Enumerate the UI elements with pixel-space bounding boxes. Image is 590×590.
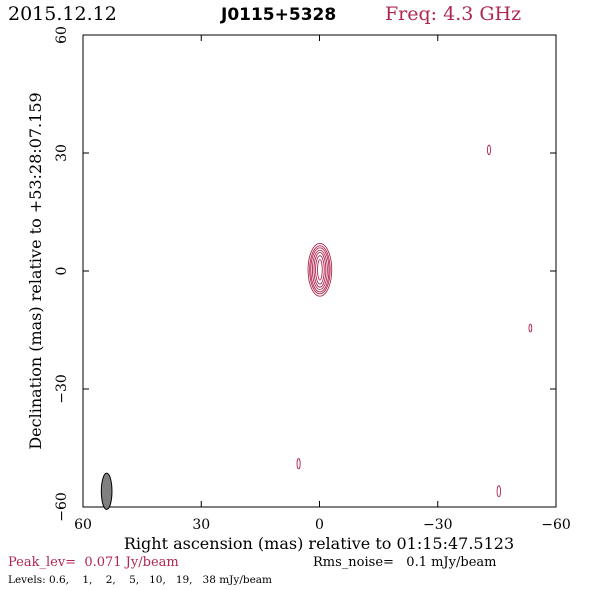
contour-levels: Levels: 0.6, 1, 2, 5, 10, 19, 38 mJy/bea…	[8, 574, 272, 586]
x-tick-label: −60	[541, 517, 571, 533]
frequency-label: Freq: 4.3 GHz	[385, 3, 521, 25]
contour-noise-4	[496, 485, 502, 498]
x-axis-label: Right ascension (mas) relative to 01:15:…	[124, 534, 514, 553]
contour-core	[315, 255, 325, 285]
y-tick-labels: 60 30 0 −30 −60	[54, 26, 70, 522]
peak-level: Peak_lev= 0.071 Jy/beam	[8, 555, 179, 570]
contour-core	[310, 247, 330, 293]
source-name: J0115+5328	[220, 5, 336, 25]
y-tick-label: 30	[54, 144, 70, 162]
contour-noise-3	[296, 458, 301, 470]
contour-core	[307, 243, 333, 297]
y-tick-label: −30	[54, 374, 70, 404]
x-tick-label: 30	[192, 517, 210, 533]
x-tick-label: 60	[74, 517, 92, 533]
beam-ellipse	[100, 472, 113, 510]
contour-core	[311, 249, 328, 290]
contour-core	[309, 245, 331, 295]
contour-layer	[296, 144, 533, 498]
y-axis-label: Declination (mas) relative to +53:28:07.…	[26, 92, 45, 449]
x-tick-label: 0	[315, 517, 324, 533]
x-tick-label: −30	[423, 517, 453, 533]
y-tick-label: 60	[54, 26, 70, 44]
y-tick-label: −60	[54, 492, 70, 522]
observation-date: 2015.12.12	[8, 3, 117, 25]
contour-core	[313, 252, 327, 288]
x-tick-labels: 60 30 0 −30 −60	[74, 517, 571, 533]
contour-noise-2	[528, 323, 533, 333]
y-tick-label: 0	[54, 267, 70, 276]
beam-layer	[100, 472, 113, 510]
rms-noise: Rms_noise= 0.1 mJy/beam	[313, 555, 496, 570]
contour-noise-1	[486, 144, 492, 156]
plot-frame	[82, 34, 557, 508]
axis-ticks	[82, 34, 557, 508]
contour-core	[317, 259, 323, 281]
